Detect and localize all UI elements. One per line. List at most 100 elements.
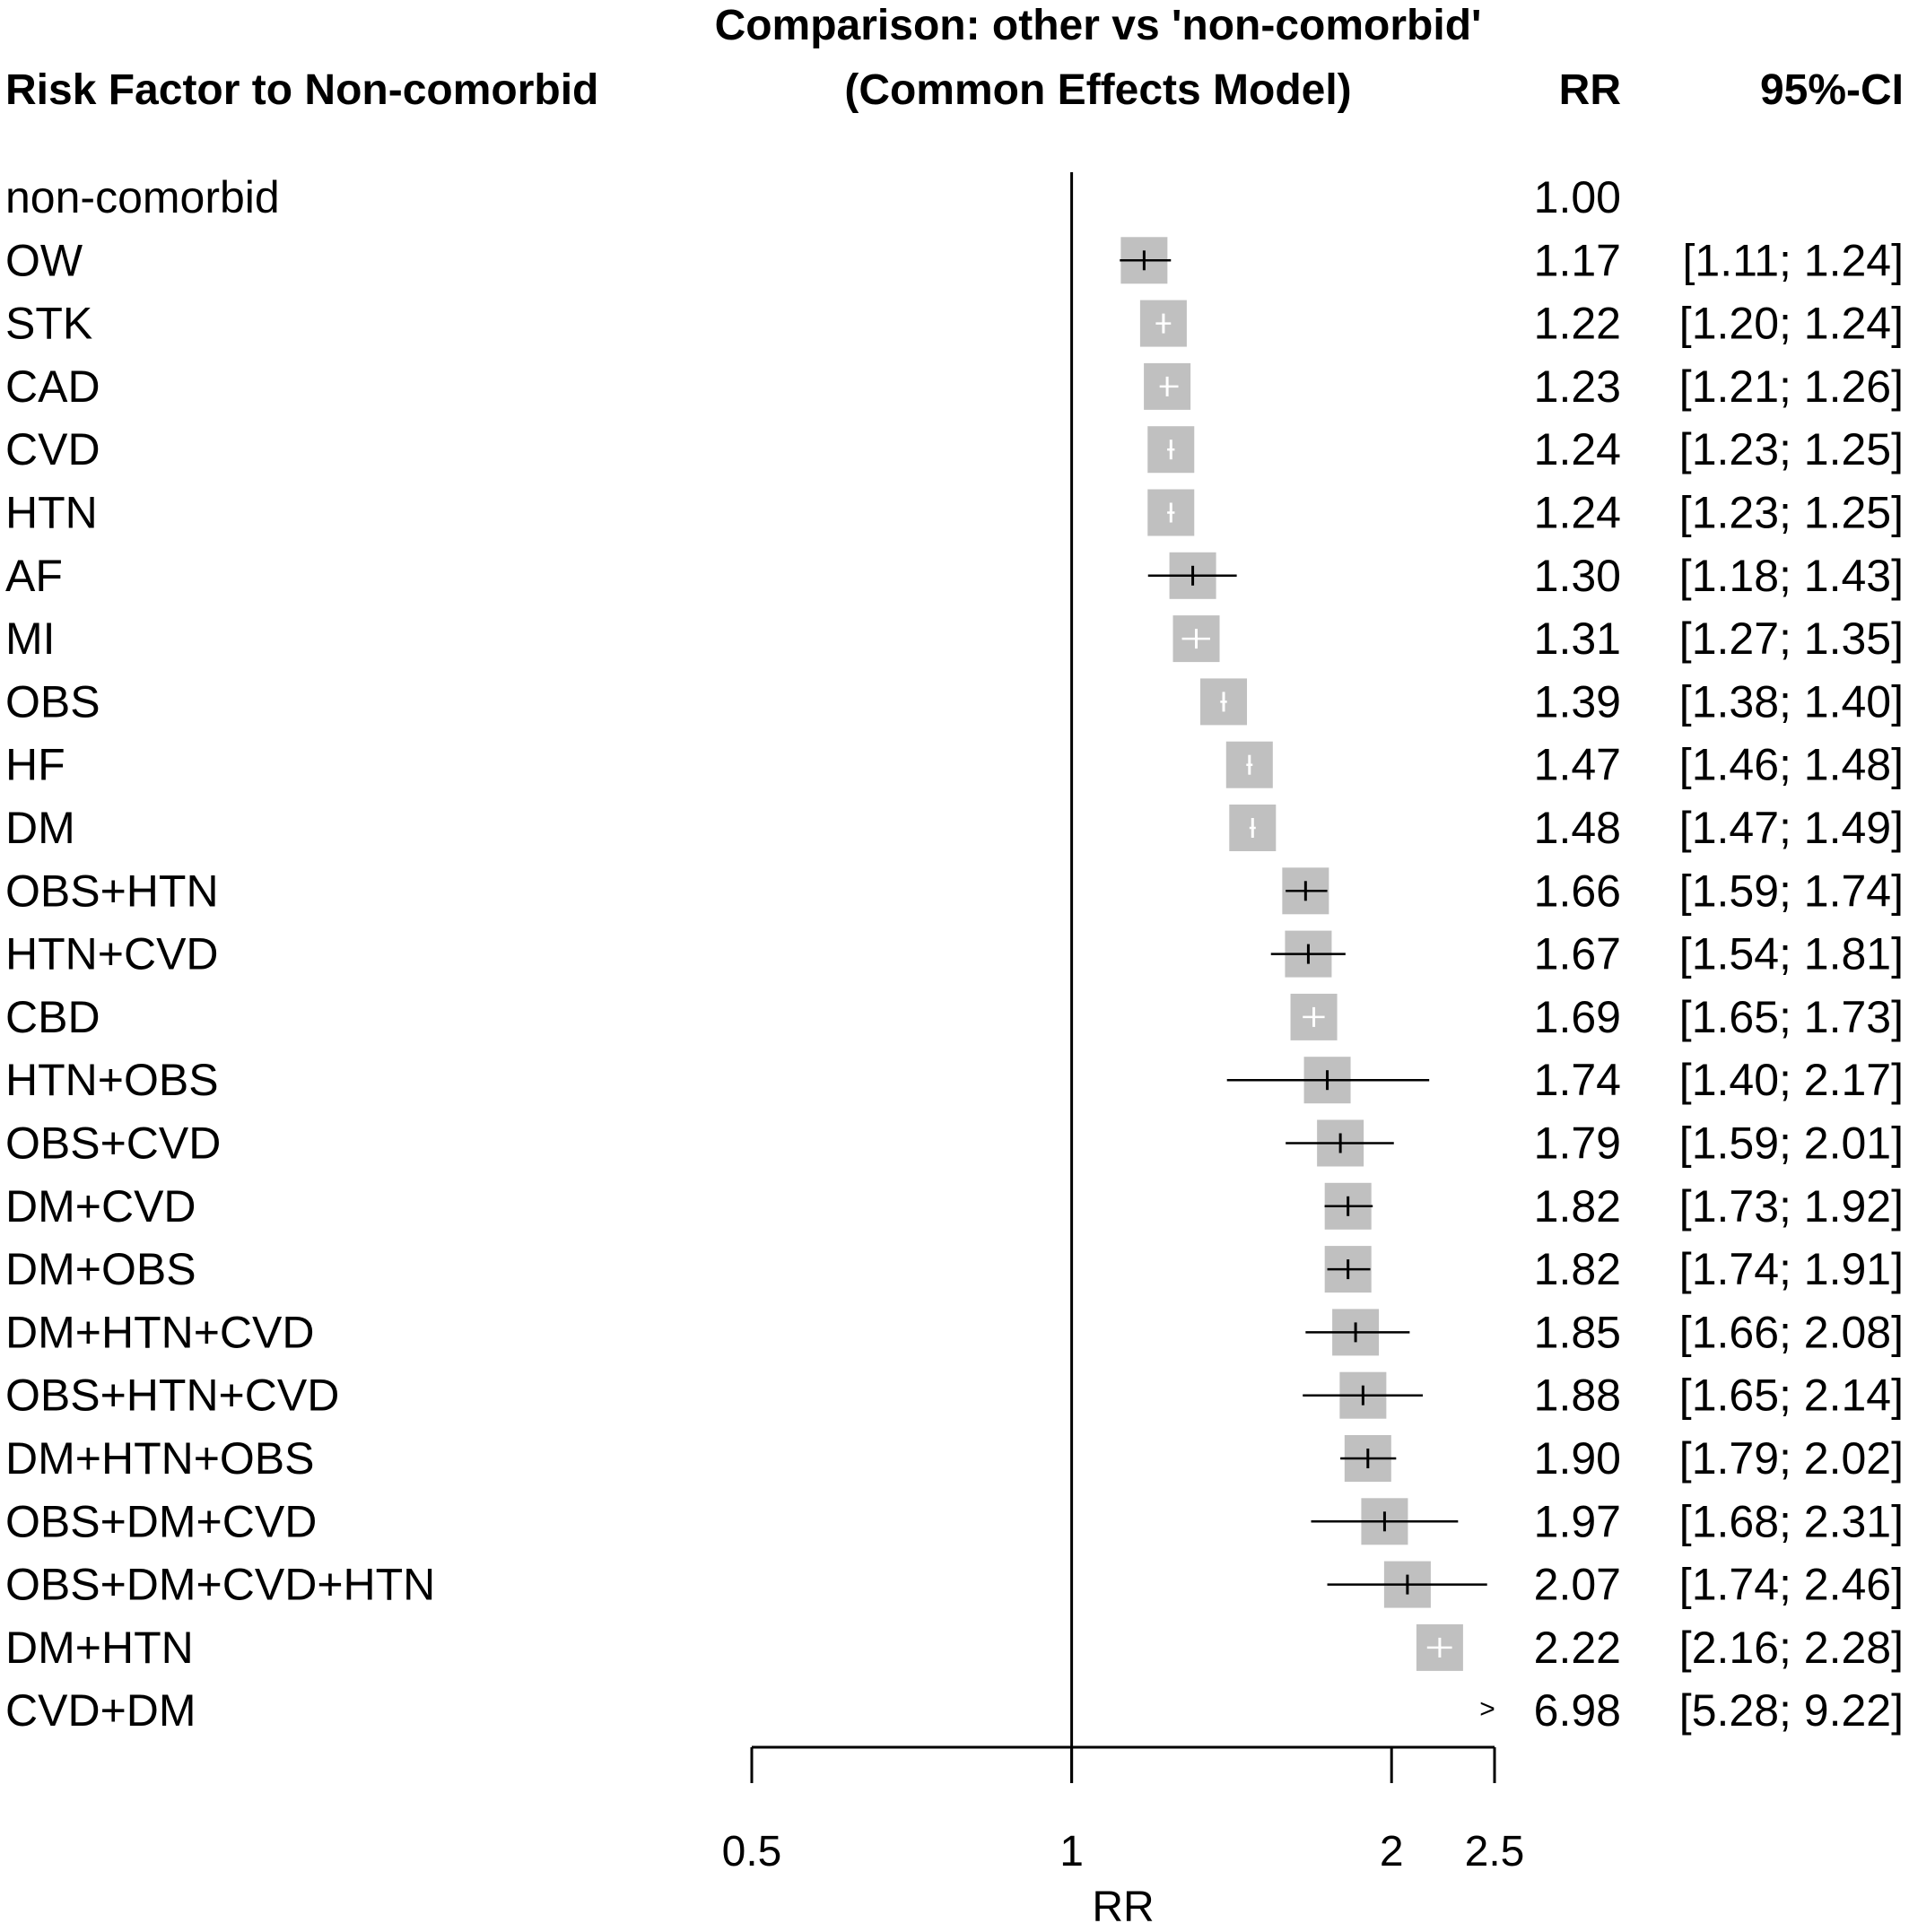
label-column-header: Risk Factor to Non-comorbid [5, 66, 598, 114]
rr-value: 1.79 [1534, 1118, 1621, 1169]
forest-row: HTN 1.24 [1.23; 1.25] [5, 488, 1904, 538]
row-label: DM+HTN [5, 1623, 194, 1673]
row-label: DM [5, 803, 75, 853]
x-axis-label: RR [1092, 1884, 1154, 1931]
forest-row: STK 1.22 [1.20; 1.24] [5, 299, 1904, 349]
x-tick-label: 1 [1059, 1828, 1084, 1875]
row-label: OBS+DM+CVD+HTN [5, 1560, 435, 1610]
ci-value: [1.65; 2.14] [1679, 1371, 1904, 1421]
row-label: HTN+CVD [5, 929, 219, 979]
row-label: HTN+OBS [5, 1055, 219, 1105]
ci-value: [1.40; 2.17] [1679, 1055, 1904, 1105]
rr-value: 1.82 [1534, 1244, 1621, 1294]
row-label: OW [5, 235, 83, 285]
rr-value: 1.47 [1534, 740, 1621, 790]
row-label: DM+CVD [5, 1181, 196, 1231]
ci-value: [1.38; 1.40] [1679, 676, 1904, 727]
rr-value: 1.00 [1534, 172, 1621, 222]
chart-title: Comparison: other vs 'non-comorbid' [715, 2, 1482, 49]
rr-value: 1.48 [1534, 803, 1621, 853]
x-tick-label: 0.5 [722, 1828, 782, 1875]
ci-value: [1.73; 1.92] [1679, 1181, 1904, 1231]
rr-value: 1.69 [1534, 992, 1621, 1042]
rr-value: 1.22 [1534, 299, 1621, 349]
forest-row: HTN+CVD 1.67 [1.54; 1.81] [5, 929, 1904, 979]
ci-value: [1.47; 1.49] [1679, 803, 1904, 853]
chart-subtitle: (Common Effects Model) [844, 66, 1351, 114]
forest-row: non-comorbid 1.00 [5, 172, 1621, 222]
forest-rows: non-comorbid 1.00 OW 1.17 [1.11; 1.24] STK 1.2… [5, 172, 1904, 1783]
rr-value: 1.23 [1534, 361, 1621, 412]
row-label: HTN [5, 488, 98, 538]
ci-value: [1.11; 1.24] [1683, 235, 1904, 285]
forest-row: OBS+HTN+CVD 1.88 [1.65; 2.14] [5, 1371, 1904, 1421]
rr-value: 1.24 [1534, 424, 1621, 474]
ci-value: [1.27; 1.35] [1679, 614, 1904, 664]
forest-row: MI 1.31 [1.27; 1.35] [5, 614, 1904, 664]
row-label: STK [5, 299, 92, 349]
forest-row: DM+CVD 1.82 [1.73; 1.92] [5, 1181, 1904, 1231]
forest-row: OBS+DM+CVD 1.97 [1.68; 2.31] [5, 1496, 1904, 1546]
forest-row: DM 1.48 [1.47; 1.49] [5, 803, 1904, 853]
rr-value: 1.30 [1534, 551, 1621, 601]
row-label: OBS+HTN [5, 866, 219, 916]
row-label: OBS+CVD [5, 1118, 221, 1169]
forest-row: CVD 1.24 [1.23; 1.25] [5, 424, 1904, 474]
ci-value: [1.54; 1.81] [1679, 929, 1904, 979]
ci-value: [1.18; 1.43] [1679, 551, 1904, 601]
rr-value: 1.85 [1534, 1307, 1621, 1357]
rr-value: 6.98 [1534, 1685, 1621, 1736]
row-label: non-comorbid [5, 172, 280, 222]
rr-value: 1.88 [1534, 1371, 1621, 1421]
rr-value: 1.74 [1534, 1055, 1621, 1105]
out-of-range-marker: > [1479, 1694, 1495, 1724]
rr-column-header: RR [1559, 66, 1621, 114]
forest-row: OW 1.17 [1.11; 1.24] [5, 235, 1904, 285]
ci-value: [1.21; 1.26] [1679, 361, 1904, 412]
ci-value: [1.59; 1.74] [1679, 866, 1904, 916]
row-label: OBS+HTN+CVD [5, 1371, 339, 1421]
forest-row: DM+HTN 2.22 [2.16; 2.28] [5, 1623, 1904, 1673]
row-label: HF [5, 740, 65, 790]
row-label: OBS+DM+CVD [5, 1496, 317, 1546]
forest-row: CVD+DM 6.98 [5.28; 9.22] > [5, 1685, 1904, 1736]
forest-row: OBS 1.39 [1.38; 1.40] [5, 676, 1904, 727]
ci-value: [1.68; 2.31] [1679, 1496, 1904, 1546]
forest-row: CAD 1.23 [1.21; 1.26] [5, 361, 1904, 412]
row-label: CVD [5, 424, 100, 474]
rr-value: 1.39 [1534, 676, 1621, 727]
row-label: MI [5, 614, 56, 664]
x-tick-label: 2.5 [1465, 1828, 1525, 1875]
rr-value: 1.31 [1534, 614, 1621, 664]
forest-row: HF 1.47 [1.46; 1.48] [5, 740, 1904, 790]
ci-value: [1.23; 1.25] [1679, 488, 1904, 538]
rr-value: 1.82 [1534, 1181, 1621, 1231]
ci-column-header: 95%-CI [1760, 66, 1904, 114]
rr-value: 1.66 [1534, 866, 1621, 916]
forest-row: OBS+DM+CVD+HTN 2.07 [1.74; 2.46] [5, 1560, 1904, 1610]
forest-row: OBS+CVD 1.79 [1.59; 2.01] [5, 1118, 1904, 1169]
ci-value: [1.65; 1.73] [1679, 992, 1904, 1042]
forest-row: DM+HTN+CVD 1.85 [1.66; 2.08] [5, 1307, 1904, 1357]
row-label: CVD+DM [5, 1685, 196, 1736]
row-label: AF [5, 551, 63, 601]
row-label: DM+HTN+CVD [5, 1307, 314, 1357]
row-label: CBD [5, 992, 100, 1042]
ci-value: [1.59; 2.01] [1679, 1118, 1904, 1169]
rr-value: 1.24 [1534, 488, 1621, 538]
ci-value: [1.23; 1.25] [1679, 424, 1904, 474]
ci-value: [1.46; 1.48] [1679, 740, 1904, 790]
rr-value: 1.67 [1534, 929, 1621, 979]
x-tick-label: 2 [1380, 1828, 1404, 1875]
forest-row: DM+HTN+OBS 1.90 [1.79; 2.02] [5, 1433, 1904, 1484]
rr-value: 1.90 [1534, 1433, 1621, 1484]
forest-row: OBS+HTN 1.66 [1.59; 1.74] [5, 866, 1904, 916]
ci-value: [2.16; 2.28] [1679, 1623, 1904, 1673]
forest-row: CBD 1.69 [1.65; 1.73] [5, 992, 1904, 1042]
row-label: DM+OBS [5, 1244, 196, 1294]
x-axis: 0.5 1 2 2.5 RR [722, 1745, 1525, 1931]
row-label: DM+HTN+OBS [5, 1433, 315, 1484]
rr-value: 2.07 [1534, 1560, 1621, 1610]
forest-row: DM+OBS 1.82 [1.74; 1.91] [5, 1244, 1904, 1294]
ci-value: [1.20; 1.24] [1679, 299, 1904, 349]
